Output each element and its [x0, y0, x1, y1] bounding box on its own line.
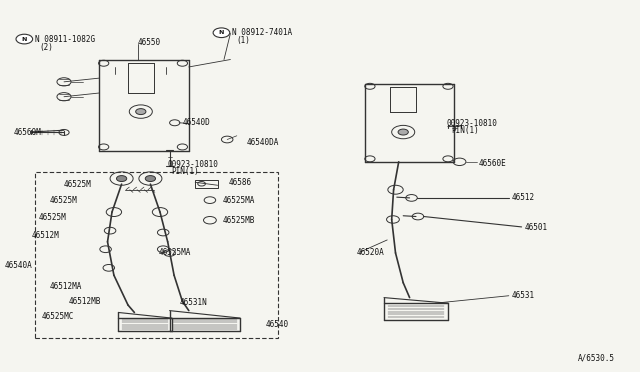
Text: 46512: 46512	[512, 193, 535, 202]
Text: 46560M: 46560M	[14, 128, 42, 137]
Text: 46540D: 46540D	[182, 118, 210, 126]
Text: PIN(1): PIN(1)	[451, 126, 479, 135]
Text: (2): (2)	[40, 43, 54, 52]
Text: 46540DA: 46540DA	[246, 138, 279, 147]
Text: 00923-10810: 00923-10810	[447, 119, 497, 128]
Text: 46531N: 46531N	[179, 298, 207, 307]
Text: N 08912-7401A: N 08912-7401A	[232, 28, 292, 37]
Text: PIN(1): PIN(1)	[172, 167, 199, 176]
Text: 46512MA: 46512MA	[50, 282, 83, 291]
Circle shape	[213, 28, 230, 38]
Text: A/6530.5: A/6530.5	[577, 353, 614, 362]
Text: N: N	[219, 30, 224, 35]
Circle shape	[136, 109, 146, 115]
Text: 46560E: 46560E	[479, 159, 506, 168]
Text: 46525MA: 46525MA	[159, 248, 191, 257]
Text: 46525M: 46525M	[38, 213, 66, 222]
Text: 46525MC: 46525MC	[42, 312, 74, 321]
Text: 46540A: 46540A	[5, 262, 33, 270]
Text: 46525MA: 46525MA	[223, 196, 255, 205]
Text: (1): (1)	[237, 36, 251, 45]
Circle shape	[116, 176, 127, 182]
Text: N: N	[22, 36, 27, 42]
Circle shape	[398, 129, 408, 135]
Text: 46525M: 46525M	[50, 196, 77, 205]
Text: 46531: 46531	[512, 291, 535, 300]
Text: 46520A: 46520A	[357, 248, 385, 257]
Text: 46512M: 46512M	[32, 231, 60, 240]
Text: 46550: 46550	[138, 38, 161, 47]
Text: 00923-10810: 00923-10810	[168, 160, 218, 169]
Text: 46501: 46501	[525, 223, 548, 232]
Text: 46586: 46586	[229, 178, 252, 187]
Text: 46525MB: 46525MB	[223, 216, 255, 225]
Text: N 08911-1082G: N 08911-1082G	[35, 35, 95, 44]
Circle shape	[145, 176, 156, 182]
Circle shape	[16, 34, 33, 44]
Text: 46512MB: 46512MB	[69, 297, 102, 306]
Text: 46540: 46540	[266, 320, 289, 329]
Text: 46525M: 46525M	[64, 180, 92, 189]
